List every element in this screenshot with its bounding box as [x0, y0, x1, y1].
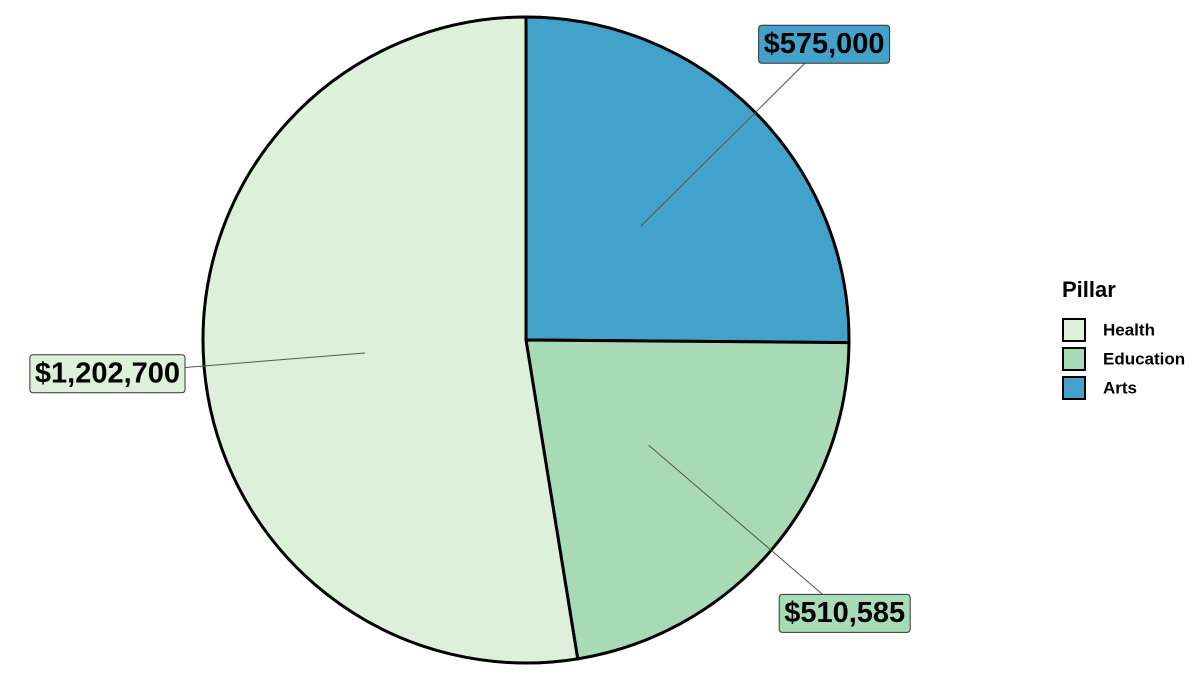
legend-label: Health [1103, 320, 1155, 339]
value-label: $510,585 [778, 593, 911, 633]
legend-swatch [1062, 347, 1086, 371]
value-label: $1,202,700 [29, 354, 186, 394]
leader-line [640, 43, 825, 227]
value-label-text: $575,000 [764, 28, 885, 60]
leader-line [648, 444, 846, 614]
value-label-box [29, 354, 186, 394]
value-label-box [778, 593, 911, 633]
value-label: $575,000 [758, 24, 891, 64]
legend-title: Pillar [1062, 277, 1116, 302]
legend-label: Education [1103, 349, 1185, 368]
value-label-text: $1,202,700 [35, 357, 180, 389]
value-label-box [758, 24, 891, 64]
legend-swatch [1062, 376, 1086, 400]
legend-swatch [1062, 318, 1086, 342]
legend-label: Arts [1103, 378, 1137, 397]
value-label-text: $510,585 [784, 597, 905, 629]
pie-slice [201, 15, 580, 665]
